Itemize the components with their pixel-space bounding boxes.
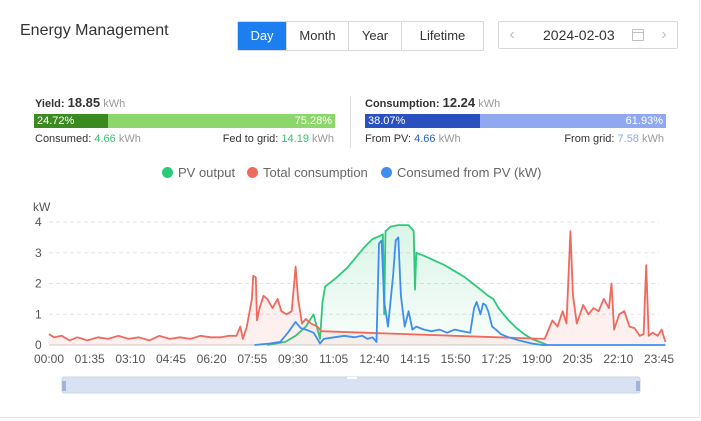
x-tick-label: 03:10: [115, 352, 145, 366]
consumption-value: 12.24: [442, 95, 476, 110]
consumption-from-grid: From grid: 7.58 kWh: [564, 133, 664, 145]
x-tick-label: 14:15: [400, 352, 430, 366]
yield-consumed-unit: kWh: [118, 133, 141, 145]
tab-day[interactable]: Day: [238, 22, 286, 50]
x-tick-label: 15:50: [441, 352, 471, 366]
consumed-pv-dot-icon: [381, 167, 392, 178]
x-tick-label: 17:25: [481, 352, 511, 366]
total-consumption-dot-icon: [247, 167, 258, 178]
yield-bar: 24.72% 75.28%: [34, 114, 335, 128]
chevron-left-icon[interactable]: ‹: [509, 26, 515, 43]
consumption-summary: Consumption: 12.24 kWh: [365, 95, 500, 110]
x-axis: 00:00 01:35 03:10 04:45 06:20 07:55 09:30 11:05…: [34, 352, 674, 366]
pv-output-line: [267, 224, 548, 346]
yield-value: 18.85: [67, 95, 101, 110]
period-tabs: Day Month Year Lifetime: [237, 21, 484, 51]
y-axis-unit: kW: [33, 200, 51, 214]
date-value[interactable]: 2024-02-03: [543, 27, 615, 43]
legend-total-consumption[interactable]: Total consumption: [247, 164, 368, 182]
tab-month[interactable]: Month: [286, 22, 348, 50]
consumption-from-pv: From PV: 4.66 kWh: [365, 133, 461, 145]
yield-summary: Yield: 18.85 kWh: [35, 95, 125, 110]
yield-consumed-label: Consumed:: [35, 133, 92, 145]
x-tick-label: 20:35: [563, 352, 593, 366]
legend-pv-output-label: PV output: [178, 165, 236, 180]
x-tick-label: 06:20: [197, 352, 227, 366]
legend-consumed-pv[interactable]: Consumed from PV (kW): [381, 164, 541, 182]
x-tick-label: 19:00: [522, 352, 552, 366]
yield-consumed-segment: 24.72%: [34, 114, 109, 128]
yield-fed-label: Fed to grid:: [222, 133, 279, 145]
x-tick-label: 12:40: [359, 352, 389, 366]
consumption-label: Consumption:: [365, 98, 440, 110]
y-tick-label: 2: [35, 277, 42, 291]
zoom-slider-range[interactable]: [62, 377, 640, 393]
page-title: Energy Management: [20, 22, 169, 39]
from-pv-label: From PV:: [365, 133, 412, 145]
consumption-pv-segment: 38.07%: [365, 114, 480, 128]
yield-fed-segment: 75.28%: [108, 114, 335, 128]
calendar-icon[interactable]: [632, 29, 644, 41]
legend-consumed-pv-label: Consumed from PV (kW): [397, 165, 542, 180]
chart-legend: PV output Total consumption Consumed fro…: [0, 164, 701, 182]
chevron-right-icon[interactable]: ›: [661, 26, 667, 43]
x-tick-label: 11:05: [319, 352, 348, 366]
y-axis: 0 1 2 3 4: [35, 215, 42, 352]
consumption-bar: 38.07% 61.93%: [365, 114, 666, 128]
total-consumption-line-area: [49, 231, 666, 345]
legend-pv-output[interactable]: PV output: [162, 164, 235, 182]
total-consumption-line: [48, 230, 667, 343]
chart-series: [48, 224, 667, 346]
x-tick-label: 22:10: [603, 352, 633, 366]
x-tick-label: 07:55: [237, 352, 267, 366]
yield-fed-value: 14.19: [281, 133, 309, 145]
legend-total-consumption-label: Total consumption: [263, 165, 368, 180]
yield-consumed: Consumed: 4.66 kWh: [35, 133, 141, 145]
y-tick-label: 3: [35, 246, 42, 260]
summary-divider: [350, 96, 351, 148]
from-pv-value: 4.66: [414, 133, 436, 145]
x-tick-label: 00:00: [34, 352, 64, 366]
yield-consumed-value: 4.66: [94, 133, 116, 145]
yield-fed: Fed to grid: 14.19 kWh: [223, 133, 334, 145]
consumption-grid-segment: 61.93%: [479, 114, 666, 128]
x-tick-label: 04:45: [156, 352, 186, 366]
from-pv-unit: kWh: [438, 133, 461, 145]
tab-lifetime[interactable]: Lifetime: [401, 22, 483, 50]
date-picker[interactable]: ‹ 2024-02-03 ›: [498, 21, 678, 49]
yield-fed-unit: kWh: [312, 133, 334, 145]
tab-year[interactable]: Year: [348, 22, 401, 50]
consumption-unit: kWh: [478, 98, 501, 110]
from-grid-unit: kWh: [642, 133, 664, 145]
x-tick-label: 09:30: [278, 352, 308, 366]
pv-output-dot-icon: [162, 167, 173, 178]
from-grid-label: From grid:: [564, 133, 615, 145]
consumed-pv-line: [254, 236, 666, 346]
x-tick-label: 01:35: [75, 352, 105, 366]
yield-label: Yield:: [35, 98, 65, 110]
from-grid-value: 7.58: [617, 133, 639, 145]
y-tick-label: 1: [35, 307, 42, 321]
x-tick-label: 23:45: [644, 352, 674, 366]
yield-unit: kWh: [103, 98, 126, 110]
pv-output-line-area: [267, 225, 548, 345]
y-tick-label: 4: [35, 215, 42, 229]
y-tick-label: 0: [35, 338, 42, 352]
zoom-slider[interactable]: [61, 376, 641, 394]
zoom-handle-left[interactable]: [62, 381, 66, 391]
zoom-handle-right[interactable]: [636, 381, 640, 391]
